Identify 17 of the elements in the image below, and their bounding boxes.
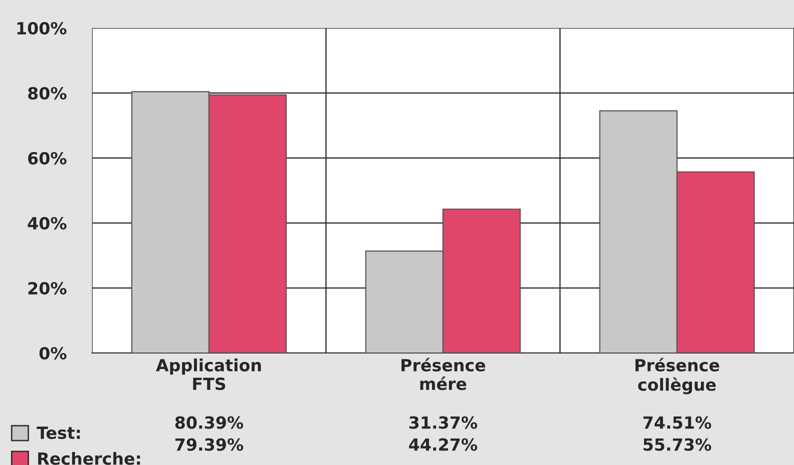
data-label: 31.37% (409, 416, 478, 429)
data-label: 74.51% (643, 416, 712, 429)
y-tick-label: 20% (28, 282, 66, 295)
data-label: 55.73% (644, 438, 712, 451)
x-tick-label: Application FTS (156, 358, 261, 390)
x-tick-label: Présence collègue (636, 358, 720, 394)
y-tick-label: 60% (28, 152, 66, 165)
y-tick-label: 80% (28, 86, 66, 100)
y-tick-label: 40% (28, 216, 66, 230)
x-tick-label: Présence mére (402, 358, 486, 390)
legend-label: Recherche: (38, 452, 140, 465)
y-tick-label: 0% (40, 346, 66, 360)
data-label: 79.39% (175, 438, 244, 451)
data-label: 44.27% (409, 438, 478, 451)
legend-label: Test: (36, 426, 80, 440)
data-label: 80.39% (175, 416, 244, 429)
y-tick-label: 100% (17, 22, 66, 35)
